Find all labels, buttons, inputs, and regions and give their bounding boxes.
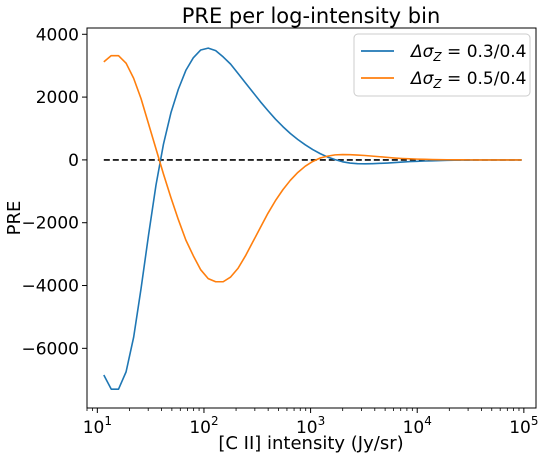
y-tick-label: 2000 (36, 88, 79, 108)
y-axis-ticks: −6000 −4000 −2000 0 2000 4000 (21, 25, 87, 359)
y-tick-label: −6000 (21, 339, 79, 359)
y-tick-label: −2000 (21, 214, 79, 234)
y-axis-label: PRE (4, 201, 25, 236)
y-tick-label: 4000 (36, 25, 79, 45)
plot-area: −6000 −4000 −2000 0 2000 4000 101 102 103 104 105 (21, 25, 538, 438)
series-lines (103, 47, 522, 390)
x-axis-label: [C II] intensity (Jy/sr) (218, 433, 403, 454)
plot-frame (86, 27, 537, 409)
legend-frame (353, 33, 531, 97)
series-line-2 (103, 54, 522, 283)
chart-title: PRE per log-intensity bin (182, 4, 441, 28)
y-tick-label: 0 (68, 151, 79, 171)
x-axis-ticks: 101 102 103 104 105 (83, 408, 538, 438)
y-tick-label: −4000 (21, 277, 79, 297)
x-tick-label: 104 (403, 414, 432, 438)
legend-label-1: ΔσZ = 0.3/0.4 (409, 42, 527, 64)
legend: ΔσZ = 0.3/0.4 ΔσZ = 0.5/0.4 (353, 33, 531, 97)
x-tick-label: 101 (83, 414, 112, 438)
x-tick-label: 103 (296, 414, 325, 438)
x-tick-label: 105 (509, 414, 538, 438)
legend-label-2: ΔσZ = 0.5/0.4 (409, 69, 527, 91)
x-tick-label: 102 (189, 414, 218, 438)
